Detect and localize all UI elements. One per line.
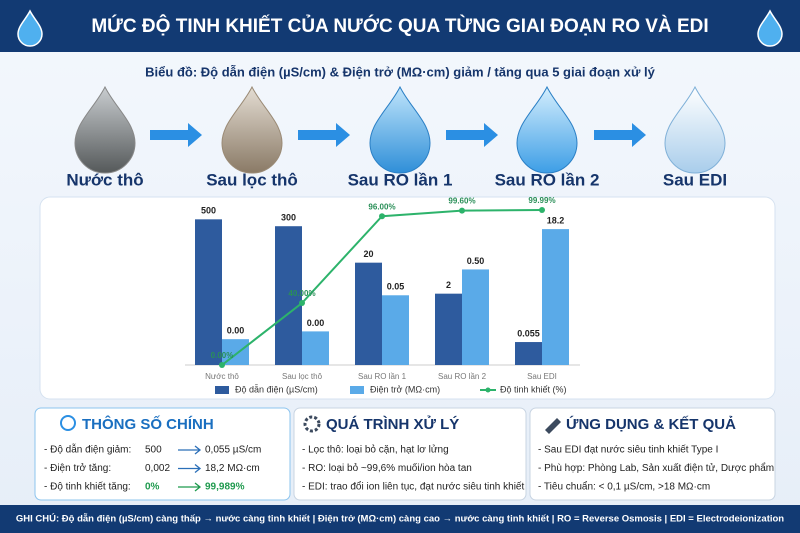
panel-title: ỨNG DỤNG & KẾT QUẢ (566, 415, 736, 433)
data-label: 0.055 (517, 328, 540, 338)
panel-row: - RO: loại bỏ ~99,6% muối/ion hòa tan (302, 462, 472, 474)
x-tick-label: Sau RO lần 1 (358, 372, 407, 381)
data-label: 99.60% (448, 197, 475, 206)
data-label: 20 (363, 249, 373, 259)
bar (515, 342, 542, 365)
panels: THÔNG SỐ CHÍNH - Độ dẫn điện giảm: 500 0,05… (34, 407, 776, 501)
purity-point (299, 300, 305, 306)
row-to: 0,055 µS/cm (205, 445, 261, 456)
row-from: 0% (145, 482, 160, 493)
stage-label: Sau EDI (663, 170, 727, 189)
data-label: 0.00 (307, 318, 325, 328)
footer: GHI CHÚ: Độ dẫn điện (µS/cm) càng thấp →… (16, 513, 784, 525)
data-label: 500 (201, 206, 216, 216)
x-tick-label: Nước thô (205, 372, 239, 381)
data-label: 300 (281, 213, 296, 223)
data-label: 0.50 (467, 256, 485, 266)
row-label: - Điện trở tăng: (44, 462, 111, 474)
data-label: 99.99% (528, 196, 555, 205)
legend-swatch (350, 386, 364, 394)
row-label: - Độ tinh khiết tăng: (44, 481, 131, 493)
row-from: 500 (145, 445, 162, 456)
chart: Nước thô Sau lọc thô Sau RO lần 1 Sau RO lầ… (185, 196, 580, 394)
row-arrow (178, 445, 202, 455)
subtitle: Biểu đồ: Độ dẫn điện (µS/cm) & Điện trở … (145, 64, 655, 79)
legend-label: Độ dẫn điện (µS/cm) (235, 384, 318, 394)
purity-point (219, 362, 225, 368)
x-tick-label: Sau EDI (527, 372, 557, 381)
bar (355, 262, 382, 365)
data-label: 2 (446, 280, 451, 290)
panel-row: - Lọc thô: loại bỏ cặn, hạt lơ lửng (302, 444, 449, 456)
panel-title: QUÁ TRÌNH XỬ LÝ (326, 415, 459, 433)
x-tick-label: Sau RO lần 2 (438, 372, 487, 381)
data-label: 40.00% (288, 289, 315, 298)
row-arrow (178, 482, 202, 492)
bar (302, 331, 329, 365)
panel-row: - Tiêu chuẩn: < 0,1 µS/cm, >18 MΩ·cm (538, 481, 710, 493)
bar (275, 226, 302, 365)
row-to: 18,2 MΩ·cm (205, 463, 260, 474)
stage-label: Sau lọc thô (206, 170, 298, 189)
pen-icon (545, 418, 561, 434)
data-label: 96.00% (368, 202, 395, 211)
title: MỨC ĐỘ TINH KHIẾT CỦA NƯỚC QUA TỪNG GIAI… (91, 15, 708, 37)
legend-swatch (485, 387, 491, 393)
gear-icon (303, 415, 321, 433)
footer-band (0, 505, 800, 533)
panel (293, 407, 527, 501)
panel-row: - Sau EDI đạt nước siêu tinh khiết Type … (538, 444, 718, 456)
panel (34, 407, 291, 501)
stage-label: Sau RO lần 1 (348, 170, 453, 189)
stage-label: Nước thô (66, 170, 143, 189)
legend-swatch (215, 386, 229, 394)
panel-row: - Phù hợp: Phòng Lab, Sản xuất điện tử, … (538, 462, 774, 474)
row-to: 99,989% (205, 482, 245, 493)
data-label: 0.05 (387, 282, 405, 292)
purity-point (459, 207, 465, 214)
panel (529, 407, 776, 501)
arrow (446, 123, 498, 147)
purity-point (539, 207, 545, 214)
bulb-icon (60, 415, 76, 431)
arrow (150, 123, 202, 147)
row-from: 0,002 (145, 463, 170, 474)
arrow (298, 123, 350, 147)
stage-row (74, 86, 726, 174)
data-label: 18.2 (547, 215, 565, 225)
x-tick-label: Sau lọc thô (282, 372, 323, 381)
legend-label: Điện trở (MΩ·cm) (370, 384, 440, 394)
bar (542, 229, 569, 365)
bar (382, 295, 409, 365)
data-label: 0.00 (227, 326, 245, 336)
stage-label: Sau RO lần 2 (495, 170, 600, 189)
legend-label: Độ tinh khiết (%) (500, 384, 567, 394)
purity-point (379, 213, 385, 220)
row-label: - Độ dẫn điện giảm: (44, 443, 131, 456)
panel-row: - EDI: trao đổi ion liên tục, đạt nước s… (302, 481, 524, 493)
bar (195, 219, 222, 365)
panel-title: THÔNG SỐ CHÍNH (82, 415, 214, 433)
arrow (594, 123, 646, 147)
row-arrow (178, 463, 202, 474)
bar (435, 293, 462, 365)
data-label: 0.00% (211, 351, 234, 360)
header-band (0, 0, 800, 52)
bar (462, 269, 489, 365)
